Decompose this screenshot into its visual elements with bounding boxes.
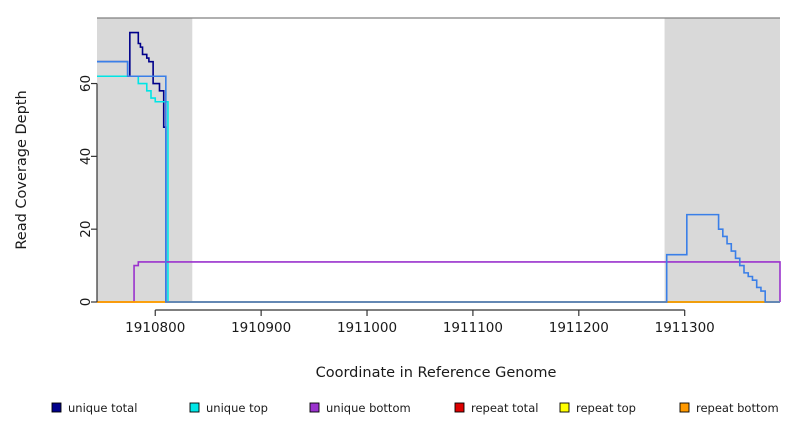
legend-label: unique total xyxy=(68,401,137,415)
x-tick-label: 1910900 xyxy=(231,320,291,336)
shaded-regions xyxy=(97,18,780,302)
legend-item-repeat-bottom[interactable]: repeat bottom xyxy=(679,401,779,415)
legend-swatch xyxy=(559,402,570,413)
legend: unique total unique top unique bottom repea… xyxy=(51,401,779,415)
y-axis: 0 20 40 60 xyxy=(78,75,98,307)
legend-label: repeat top xyxy=(576,401,636,415)
data-series-group xyxy=(97,31,781,303)
legend-item-unique-bottom[interactable]: unique bottom xyxy=(309,401,411,415)
legend-item-unique-top[interactable]: unique top xyxy=(189,401,268,415)
legend-swatch xyxy=(189,402,200,413)
x-axis: 1910800 1910900 1911000 1911100 1911200 19113… xyxy=(125,309,715,336)
y-tick-label: 60 xyxy=(78,75,94,92)
left-repeat-region xyxy=(97,18,193,302)
x-tick-label: 1911200 xyxy=(549,320,609,336)
legend-label: unique bottom xyxy=(326,401,411,415)
x-axis-title: Coordinate in Reference Genome xyxy=(316,365,557,381)
y-tick-label: 40 xyxy=(78,148,94,165)
right-repeat-region xyxy=(664,18,780,302)
x-tick-label: 1910800 xyxy=(125,320,185,336)
legend-label: repeat total xyxy=(471,401,538,415)
x-tick-label: 1911300 xyxy=(655,320,715,336)
x-tick-label: 1911000 xyxy=(337,320,397,336)
series-line-unique-total xyxy=(97,31,780,303)
legend-label: repeat bottom xyxy=(696,401,779,415)
legend-item-unique-total[interactable]: unique total xyxy=(51,401,137,415)
y-tick-label: 0 xyxy=(78,298,94,307)
legend-item-repeat-top[interactable]: repeat top xyxy=(559,401,636,415)
legend-swatch xyxy=(309,402,320,413)
y-axis-title: Read Coverage Depth xyxy=(14,90,30,249)
legend-item-repeat-total[interactable]: repeat total xyxy=(454,401,538,415)
legend-swatch xyxy=(679,402,690,413)
y-tick-label: 20 xyxy=(78,221,94,238)
x-tick-label: 1911100 xyxy=(443,320,503,336)
legend-label: unique top xyxy=(206,401,268,415)
legend-swatch xyxy=(51,402,62,413)
series-line-combined-coverage xyxy=(97,60,780,303)
legend-swatch xyxy=(454,402,465,413)
